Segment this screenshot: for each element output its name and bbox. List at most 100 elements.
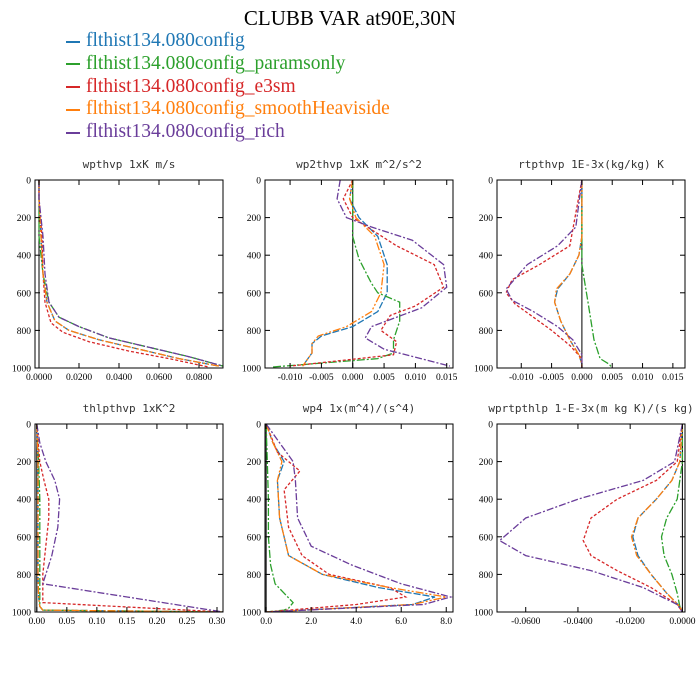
y-tick-label: 200 — [247, 458, 262, 468]
x-tick-label: 0.0200 — [66, 373, 92, 383]
x-tick-label: 0.015 — [436, 373, 458, 383]
legend-label: flthist134.080config_rich — [86, 121, 285, 143]
legend-dash-icon — [66, 40, 80, 43]
x-tick-label: 0.00 — [28, 617, 45, 627]
y-tick-label: 0 — [488, 177, 493, 187]
x-tick-label: -0.0200 — [616, 617, 646, 627]
series-line — [498, 424, 684, 612]
x-tick-label: -0.005 — [309, 373, 334, 383]
series-line — [505, 180, 583, 368]
x-tick-label: 2.0 — [305, 617, 317, 627]
x-tick-label: 0.0600 — [146, 373, 172, 383]
subplot-title: wp4 1x(m^4)/(s^4) — [303, 402, 416, 415]
x-tick-label: 0.20 — [149, 617, 166, 627]
plot-frame — [264, 423, 454, 613]
series-line — [505, 180, 583, 368]
x-tick-label: 0.000 — [571, 373, 593, 383]
y-tick-label: 400 — [17, 496, 32, 506]
series-line — [302, 180, 385, 367]
legend-entry: flthist134.080config — [66, 30, 390, 53]
x-tick-label: 0.25 — [179, 617, 196, 627]
x-tick-label: 0.0400 — [106, 373, 132, 383]
series-line — [630, 424, 684, 612]
y-tick-label: 0 — [26, 421, 31, 431]
x-tick-label: 0.15 — [119, 617, 136, 627]
x-tick-label: -0.010 — [278, 373, 303, 383]
series-line — [265, 424, 294, 612]
series-line — [271, 180, 401, 368]
subplot: rtpthvp 1E-3x(kg/kg) K 0 200 400 600 800 1000 -… — [474, 158, 686, 383]
legend-entry: flthist134.080config_smoothHeaviside — [66, 98, 390, 121]
plot-frame — [34, 179, 224, 369]
y-tick-label: 1000 — [474, 609, 493, 619]
figure-title: CLUBB VAR at90E,30N — [243, 6, 457, 30]
x-tick-label: 6.0 — [395, 617, 407, 627]
subplot: wprtpthlp 1-E-3x(m kg K)/(s kg) 0 200 400 60… — [474, 402, 696, 627]
y-tick-label: 1000 — [242, 365, 261, 375]
y-tick-label: 1000 — [474, 365, 493, 375]
x-tick-label: 0.0800 — [186, 373, 212, 383]
subplot-title: wprtpthlp 1-E-3x(m kg K)/(s kg) — [488, 402, 693, 415]
series-line — [38, 180, 220, 367]
series-line — [265, 424, 436, 612]
y-tick-label: 600 — [479, 533, 494, 543]
legend-entry: flthist134.080config_rich — [66, 121, 390, 144]
series-line — [265, 424, 447, 612]
x-tick-label: 0.010 — [632, 373, 654, 383]
y-tick-label: 200 — [17, 458, 32, 468]
series-line — [36, 424, 223, 612]
series-line — [265, 424, 453, 612]
x-tick-label: 0.000 — [342, 373, 364, 383]
series-line — [582, 424, 684, 612]
x-tick-label: 0.0000 — [669, 617, 695, 627]
legend-dash-icon — [66, 108, 80, 111]
legend-label: flthist134.080config_e3sm — [86, 75, 296, 97]
series-line — [660, 424, 684, 612]
x-tick-label: 0.015 — [662, 373, 684, 383]
plot-frame — [496, 423, 686, 613]
y-tick-label: 200 — [479, 214, 494, 224]
y-tick-label: 800 — [479, 327, 494, 337]
legend: flthist134.080config flthist134.080confi… — [66, 30, 390, 144]
legend-dash-icon — [66, 131, 80, 134]
x-tick-label: 0.05 — [59, 617, 76, 627]
y-tick-label: 200 — [479, 458, 494, 468]
x-tick-label: 4.0 — [350, 617, 362, 627]
y-tick-label: 200 — [17, 214, 32, 224]
subplot-title: thlpthvp 1xK^2 — [83, 402, 176, 415]
legend-label: flthist134.080config_paramsonly — [86, 52, 346, 74]
x-tick-label: 0.30 — [209, 617, 226, 627]
legend-label: flthist134.080config_smoothHeaviside — [86, 98, 390, 120]
x-tick-label: 0.005 — [602, 373, 624, 383]
series-line — [581, 180, 613, 368]
legend-dash-icon — [66, 86, 80, 89]
y-tick-label: 400 — [17, 252, 32, 262]
y-tick-label: 400 — [479, 496, 494, 506]
y-tick-label: 600 — [247, 289, 262, 299]
plot-frame — [34, 423, 224, 613]
subplot-title: rtpthvp 1E-3x(kg/kg) K — [518, 158, 664, 171]
y-tick-label: 0 — [26, 177, 31, 187]
y-tick-label: 0 — [256, 177, 261, 187]
y-tick-label: 800 — [17, 571, 32, 581]
series-line — [290, 180, 445, 367]
y-tick-label: 1000 — [242, 609, 261, 619]
subplot-title: wp2thvp 1xK m^2/s^2 — [296, 158, 422, 171]
y-tick-label: 1000 — [12, 609, 31, 619]
series-line — [36, 424, 223, 612]
y-tick-label: 0 — [488, 421, 493, 431]
x-tick-label: 0.010 — [405, 373, 427, 383]
y-tick-label: 600 — [17, 289, 32, 299]
y-tick-label: 800 — [247, 327, 262, 337]
series-line — [302, 180, 388, 367]
legend-label: flthist134.080config — [86, 30, 245, 51]
legend-dash-icon — [66, 63, 80, 66]
y-tick-label: 600 — [17, 533, 32, 543]
series-line — [38, 180, 210, 368]
x-tick-label: -0.010 — [509, 373, 534, 383]
y-tick-label: 200 — [247, 214, 262, 224]
